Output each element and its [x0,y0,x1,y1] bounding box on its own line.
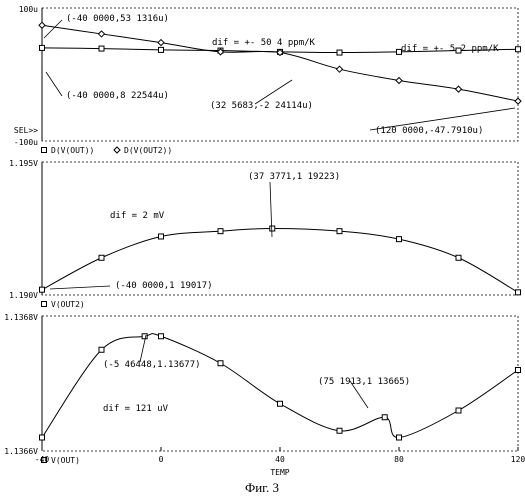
y-tick-label: 1.1368V [4,313,38,322]
annotation-label: (-40 0000,1 19017) [115,281,213,291]
data-point-marker [40,435,45,440]
data-point-marker [99,347,104,352]
legend-label: D(V(OUT2)) [124,146,172,155]
data-point-marker [382,415,387,420]
series-line-v-out- [42,334,518,438]
data-point-marker [456,255,461,260]
y-tick-label: 1.190V [9,291,38,300]
data-point-marker [516,368,521,373]
annotation-label: (-40 0000,8 22544u) [66,91,169,101]
annotation-label: (-5 46448,1.13677) [103,360,201,370]
data-point-marker [270,226,275,231]
y-tick-label: SEL>> [14,126,38,135]
annotation-leader [44,20,62,38]
y-tick-label: -100u [14,138,38,147]
series-line-v-out2- [42,229,518,293]
annotation-label: (120 0000,-47.7910u) [375,126,483,136]
data-point-marker [142,334,147,339]
annotation-label: (32 5683,-2 24114u) [210,101,313,111]
annotation-leader [50,286,110,289]
series-line-d-v-out2- [42,25,518,101]
data-point-marker [218,361,223,366]
legend-marker [42,148,47,153]
annotation-label: (-40 0000,53 1316u) [66,14,169,24]
x-tick-label: 0 [159,455,164,464]
data-point-marker [99,46,104,51]
data-point-marker [516,290,521,295]
data-point-marker [456,86,462,92]
data-point-marker [218,229,223,234]
annotation-leader [46,72,62,96]
data-point-marker [40,287,45,292]
x-axis-label: TEMP [270,468,289,477]
annotation-label: dif = 121 uV [103,404,169,414]
data-point-marker [397,237,402,242]
legend-label: V(OUT2) [51,300,85,309]
data-point-marker [397,435,402,440]
data-point-marker [99,31,105,37]
y-tick-label: 1.195V [9,159,38,168]
data-point-marker [396,77,402,83]
data-point-marker [337,229,342,234]
data-point-marker [337,50,342,55]
legend-marker [114,147,120,153]
plot-frame [42,8,518,141]
data-point-marker [515,98,521,104]
data-point-marker [159,334,164,339]
data-point-marker [516,47,521,52]
legend-label: D(V(OUT)) [51,146,94,155]
legend-marker [42,302,47,307]
annotation-label: (37 3771,1 19223) [248,172,340,182]
data-point-marker [99,255,104,260]
data-point-marker [39,22,45,28]
legend-label: V(OUT) [51,456,80,465]
figure-caption: Фиг. 3 [245,480,279,495]
x-tick-label: 40 [275,455,285,464]
data-point-marker [40,45,45,50]
data-point-marker [278,401,283,406]
data-point-marker [456,408,461,413]
data-point-marker [337,66,343,72]
annotation-label: dif = +- 5 2 ppm/K [401,44,499,54]
y-tick-label: 1.1366V [4,447,38,456]
annotation-label: dif = +- 50 4 ppm/K [212,38,316,48]
x-tick-label: 120 [511,455,525,464]
data-point-marker [159,47,164,52]
y-tick-label: 100u [19,5,38,14]
data-point-marker [159,234,164,239]
data-point-marker [337,428,342,433]
x-tick-label: 80 [394,455,404,464]
annotation-label: dif = 2 mV [110,211,165,221]
x-tick-label: -40 [35,455,50,464]
annotation-label: (75 1913,1 13665) [318,377,410,387]
plot-frame [42,316,518,451]
data-point-marker [158,40,164,46]
